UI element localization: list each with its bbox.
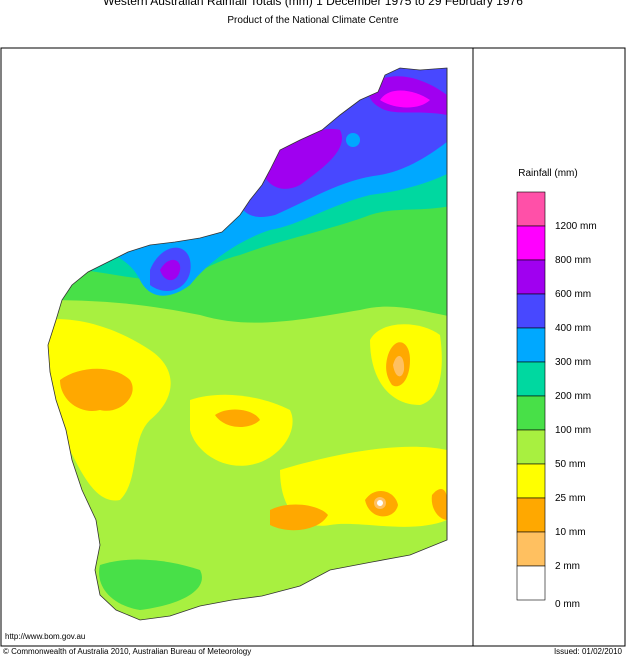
legend-swatch [516,327,546,363]
legend-label: 100 mm [555,425,591,436]
subtitle: Product of the National Climate Centre [227,15,399,26]
legend-label: 2 mm [555,561,580,572]
copyright: © Commonwealth of Australia 2010, Austra… [3,647,251,656]
legend-swatch [516,225,546,261]
legend-swatch [516,191,546,227]
legend: 1200 mm 800 mm 600 mm 400 mm 300 mm 200 mm 100… [516,191,597,610]
legend-swatch [516,463,546,499]
legend-swatch [516,293,546,329]
legend-label: 800 mm [555,255,591,266]
legend-label: 25 mm [555,493,586,504]
legend-swatch [516,429,546,465]
legend-swatch [516,361,546,397]
legend-label: 600 mm [555,289,591,300]
rainfall-map [48,68,447,620]
legend-label: 0 mm [555,599,580,610]
legend-swatch [516,395,546,431]
legend-swatch [516,497,546,533]
legend-label: 50 mm [555,459,586,470]
legend-swatch [516,531,546,567]
issued: Issued: 01/02/2010 [554,647,623,656]
legend-label: 400 mm [555,323,591,334]
legend-label: 200 mm [555,391,591,402]
legend-swatch [516,259,546,295]
legend-title: Rainfall (mm) [518,168,577,179]
legend-label: 300 mm [555,357,591,368]
legend-label: 1200 mm [555,221,597,232]
legend-swatch [516,565,546,601]
legend-label: 10 mm [555,527,586,538]
title: Western Australian Rainfall Totals (mm) … [103,0,523,8]
map-frame [0,47,626,647]
url: http://www.bom.gov.au [5,632,85,641]
